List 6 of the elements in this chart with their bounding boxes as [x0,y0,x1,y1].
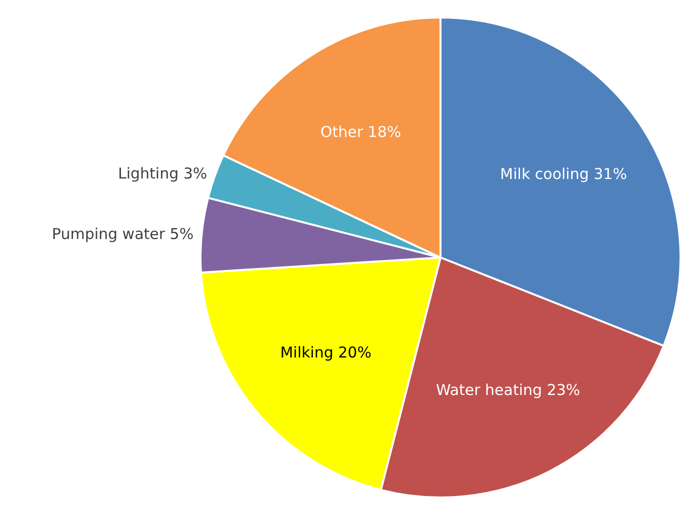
slice-label: Milk cooling 31% [500,164,627,183]
slice-label: Other 18% [320,122,402,141]
slice-label: Water heating 23% [436,381,580,400]
slice-label: Milking 20% [280,343,372,362]
slice-label: Pumping water 5% [52,225,194,244]
slice-label: Lighting 3% [118,164,208,182]
